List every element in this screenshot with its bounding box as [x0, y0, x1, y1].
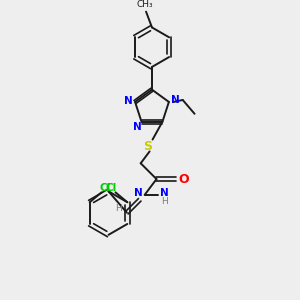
- Text: H: H: [116, 204, 122, 213]
- Text: N: N: [124, 96, 133, 106]
- Text: H: H: [161, 197, 168, 206]
- Text: N: N: [160, 188, 169, 198]
- Text: N: N: [134, 188, 143, 198]
- Text: Cl: Cl: [106, 183, 117, 194]
- Text: O: O: [179, 172, 190, 186]
- Text: Cl: Cl: [100, 183, 111, 194]
- Text: N: N: [171, 95, 180, 105]
- Text: CH₃: CH₃: [137, 0, 153, 9]
- Text: N: N: [133, 122, 142, 132]
- Text: S: S: [143, 140, 152, 153]
